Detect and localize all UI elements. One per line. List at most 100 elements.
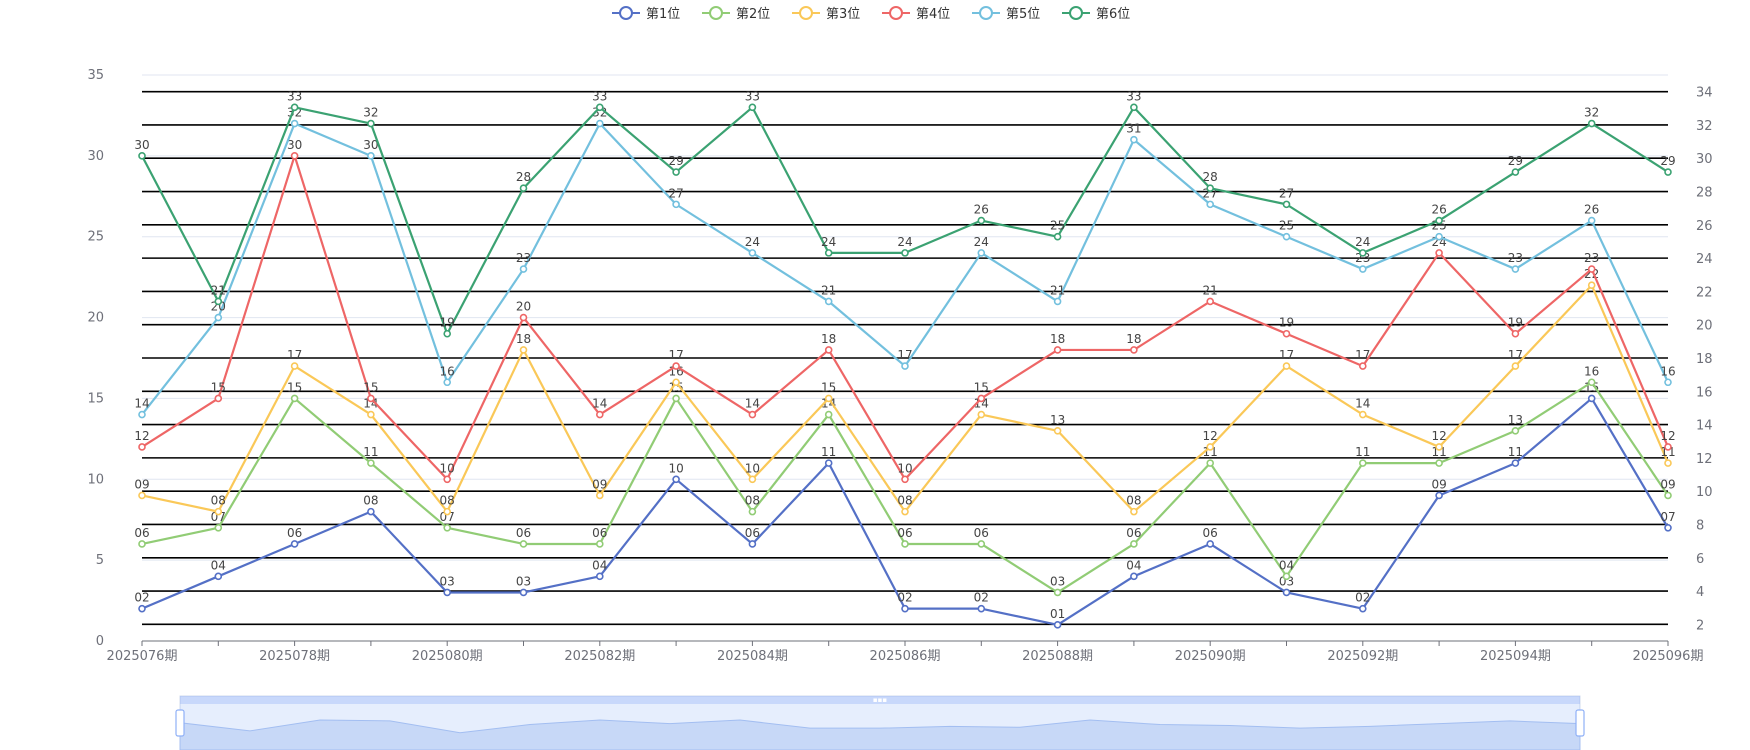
data-point[interactable] (1511, 362, 1520, 370)
data-point[interactable] (1282, 588, 1291, 597)
data-point[interactable] (519, 540, 528, 548)
data-point[interactable] (214, 507, 223, 516)
data-point[interactable] (1511, 168, 1520, 176)
data-point[interactable] (672, 378, 680, 387)
data-point[interactable] (901, 249, 909, 257)
data-point[interactable] (1130, 507, 1138, 516)
legend-item-1[interactable]: 第1位 (612, 6, 680, 22)
data-point[interactable] (1359, 249, 1367, 257)
data-point[interactable] (1359, 410, 1367, 419)
data-point[interactable] (1435, 491, 1443, 500)
data-point[interactable] (443, 475, 452, 484)
data-point[interactable] (672, 394, 680, 403)
data-point[interactable] (367, 119, 375, 128)
data-point[interactable] (1130, 135, 1138, 144)
data-point[interactable] (824, 297, 833, 306)
data-point[interactable] (1206, 443, 1214, 451)
data-point[interactable] (901, 604, 909, 613)
data-point[interactable] (138, 540, 146, 548)
data-point[interactable] (1435, 443, 1443, 451)
data-point[interactable] (1053, 426, 1062, 435)
data-point[interactable] (1053, 297, 1062, 306)
data-point[interactable] (1587, 378, 1596, 387)
data-point[interactable] (1435, 249, 1443, 257)
data-point[interactable] (367, 459, 375, 467)
data-point[interactable] (443, 523, 452, 532)
data-point[interactable] (1359, 265, 1367, 273)
data-point[interactable] (1587, 216, 1596, 225)
data-point[interactable] (595, 103, 604, 112)
data-point[interactable] (672, 475, 680, 484)
slider-selection[interactable] (180, 696, 1580, 750)
data-point[interactable] (214, 297, 223, 306)
data-point[interactable] (824, 410, 833, 419)
data-point[interactable] (443, 329, 452, 338)
data-point[interactable] (901, 540, 909, 548)
data-point[interactable] (1587, 265, 1596, 273)
data-point[interactable] (748, 507, 757, 516)
slider-move-bar[interactable] (180, 696, 1580, 704)
data-point[interactable] (824, 459, 833, 467)
data-point[interactable] (824, 346, 833, 354)
data-point[interactable] (1130, 346, 1138, 354)
legend-item-6[interactable]: 第6位 (1062, 6, 1130, 22)
data-point[interactable] (1206, 459, 1214, 467)
data-point[interactable] (1282, 329, 1291, 338)
data-point[interactable] (214, 394, 223, 403)
data-point[interactable] (1664, 491, 1672, 500)
data-point[interactable] (748, 475, 757, 484)
data-point[interactable] (1664, 523, 1672, 532)
slider-handle-left[interactable] (175, 709, 185, 737)
data-point[interactable] (214, 572, 223, 581)
data-point[interactable] (519, 588, 528, 597)
data-point[interactable] (1587, 394, 1596, 403)
data-point[interactable] (367, 507, 375, 516)
data-point[interactable] (1206, 200, 1214, 209)
data-point[interactable] (977, 249, 986, 257)
data-point[interactable] (1511, 329, 1520, 338)
data-point[interactable] (1053, 588, 1062, 597)
data-point[interactable] (1435, 232, 1443, 241)
data-point[interactable] (748, 540, 757, 548)
data-point[interactable] (1130, 572, 1138, 581)
data-point[interactable] (519, 184, 528, 192)
data-point[interactable] (138, 410, 146, 419)
data-point[interactable] (1511, 426, 1520, 435)
data-point[interactable] (1206, 297, 1214, 306)
data-point[interactable] (977, 410, 986, 419)
data-point[interactable] (367, 410, 375, 419)
data-point[interactable] (1053, 621, 1062, 629)
data-point[interactable] (1206, 184, 1214, 192)
data-point[interactable] (138, 604, 146, 613)
data-point[interactable] (290, 103, 299, 112)
data-point[interactable] (1664, 378, 1672, 387)
data-point[interactable] (595, 540, 604, 548)
data-point[interactable] (1282, 232, 1291, 241)
data-point[interactable] (290, 540, 299, 548)
data-point[interactable] (977, 216, 986, 225)
data-point[interactable] (138, 443, 146, 451)
data-point[interactable] (595, 572, 604, 581)
data-point[interactable] (214, 313, 223, 322)
data-point[interactable] (1587, 281, 1596, 290)
data-point[interactable] (443, 588, 452, 597)
data-point[interactable] (1511, 459, 1520, 467)
data-point[interactable] (214, 523, 223, 532)
data-point[interactable] (1206, 540, 1214, 548)
data-point[interactable] (977, 540, 986, 548)
data-point[interactable] (1053, 232, 1062, 241)
data-point[interactable] (595, 119, 604, 128)
data-point[interactable] (1282, 200, 1291, 209)
data-point[interactable] (824, 394, 833, 403)
data-point[interactable] (748, 249, 757, 257)
data-point[interactable] (290, 119, 299, 128)
data-point[interactable] (443, 507, 452, 516)
data-point[interactable] (748, 410, 757, 419)
data-point[interactable] (1282, 572, 1291, 581)
data-point[interactable] (519, 346, 528, 354)
data-point[interactable] (290, 152, 299, 160)
slider-handle-right[interactable] (1575, 709, 1585, 737)
data-point[interactable] (977, 604, 986, 613)
data-point[interactable] (138, 152, 146, 160)
data-point[interactable] (748, 103, 757, 112)
